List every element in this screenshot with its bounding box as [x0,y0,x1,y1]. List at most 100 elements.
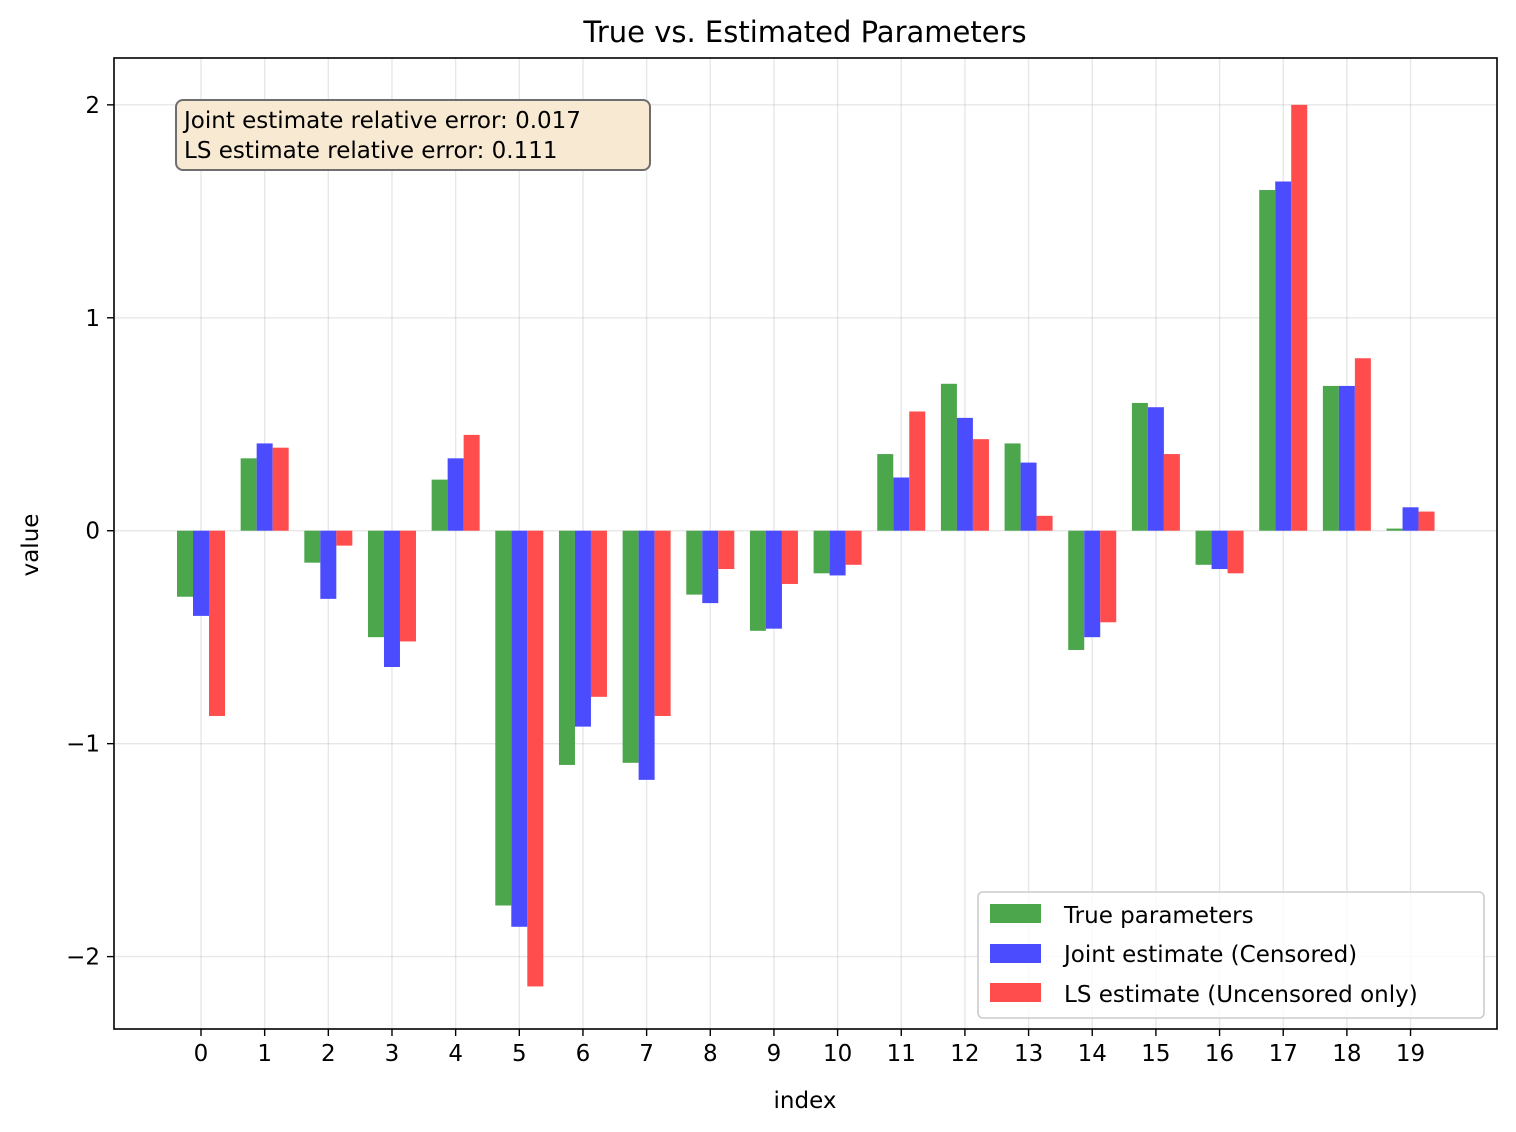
y-tick-label: 2 [85,93,100,119]
bar-ls [527,530,544,987]
bar-ls [1418,511,1435,531]
legend-swatch-joint [990,944,1041,963]
bar-ls [654,530,671,716]
x-tick-label: 7 [639,1041,654,1067]
x-tick-label: 4 [448,1041,463,1067]
bar-ls [209,530,225,716]
bar-ls [972,439,989,531]
bar-joint [320,530,337,599]
bar-joint [193,530,209,616]
x-tick-label: 0 [194,1041,209,1067]
y-axis-label: value [18,514,44,577]
x-tick-label: 18 [1332,1041,1361,1067]
x-tick-label: 5 [512,1041,527,1067]
x-axis-label: index [774,1088,837,1114]
chart-title: True vs. Estimated Parameters [582,15,1026,49]
bar-true [1386,528,1403,531]
x-tick-label: 8 [703,1041,718,1067]
x-tick-label: 2 [321,1041,336,1067]
bar-ls [781,530,798,584]
bar-true [686,530,703,595]
bar-joint [1084,530,1101,638]
bar-true [1322,385,1339,531]
bar-ls [1291,104,1308,531]
x-tick-label: 3 [385,1041,400,1067]
bar-joint [574,530,591,727]
annotation-line-ls: LS estimate relative error: 0.111 [184,138,558,164]
bar-ls [718,530,735,570]
legend-label-joint: Joint estimate (Censored) [1062,942,1357,968]
bar-joint [1338,385,1355,531]
bar-joint [956,417,973,531]
bar-joint [1147,407,1164,531]
x-tick-label: 9 [767,1041,782,1067]
bar-true [622,530,639,763]
bar-true [495,530,512,906]
bar-true [1004,443,1021,531]
bar-joint [702,530,719,604]
bar-true [940,383,957,531]
legend-swatch-true [990,904,1041,923]
bar-true [558,530,575,765]
x-tick-label: 15 [1141,1041,1170,1067]
bar-ls [399,530,416,642]
x-tick-label: 11 [887,1041,916,1067]
bar-joint [1020,462,1037,531]
x-tick-label: 16 [1205,1041,1234,1067]
plot-frame [113,57,1498,1030]
bar-true [1131,402,1148,531]
bar-joint [383,530,400,668]
bar-true [240,458,257,531]
bar-true [1259,190,1276,531]
y-tick-label: −2 [66,945,100,971]
legend: True parameters Joint estimate (Censored… [977,891,1485,1019]
bar-joint [256,443,273,531]
bar-ls [272,447,289,531]
bar-joint [638,530,655,780]
bar-joint [765,530,782,629]
bar-ls [1354,358,1371,531]
x-tick-label: 6 [576,1041,591,1067]
legend-swatch-ls [990,983,1041,1002]
bar-ls [590,530,607,697]
bar-joint [1211,530,1228,570]
bar-ls [336,530,353,546]
bar-ls [909,411,926,531]
bar-ls [1227,530,1244,574]
bar-joint [1275,181,1292,531]
x-tick-label: 12 [950,1041,979,1067]
bar-ls [1036,515,1053,531]
bar-true [304,530,321,563]
legend-label-true: True parameters [1063,903,1254,929]
y-tick-label: 0 [85,519,100,545]
x-tick-label: 19 [1396,1041,1425,1067]
x-tick-label: 1 [257,1041,272,1067]
bar-joint [829,530,846,576]
bar-true [1068,530,1085,650]
legend-frame [977,891,1485,1019]
annotation-background [175,99,651,171]
bar-true [367,530,384,638]
bar-true [813,530,830,574]
y-tick-label: 1 [85,306,100,332]
bar-true [177,530,193,597]
bar-true [877,454,894,531]
x-tick-label: 10 [823,1041,852,1067]
bar-joint [1402,507,1419,531]
bar-ls [463,434,480,531]
bar-joint [511,530,528,927]
bar-ls [845,530,862,565]
y-tick-label: −1 [66,732,100,758]
legend-label-ls: LS estimate (Uncensored only) [1064,982,1418,1008]
bar-joint [893,477,910,531]
bar-true [1195,530,1212,565]
x-tick-label: 17 [1269,1041,1298,1067]
x-tick-label: 13 [1014,1041,1043,1067]
x-tick-label: 14 [1078,1041,1107,1067]
bar-true [431,479,448,531]
bar-joint [447,458,464,531]
bar-ls [1163,454,1180,531]
bar-ls [1100,530,1117,623]
